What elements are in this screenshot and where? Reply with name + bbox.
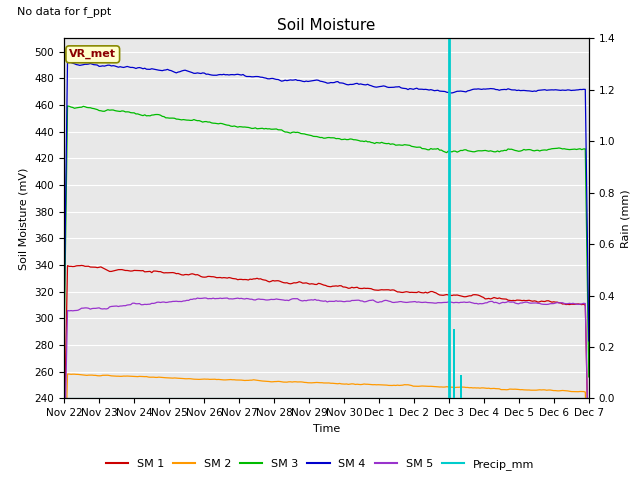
SM 2 [504,387,512,393]
Legend: SM 1, SM 2, SM 3, SM 4, SM 5, Precip_mm: SM 1, SM 2, SM 3, SM 4, SM 5, Precip_mm [101,455,539,474]
Line: SM 3: SM 3 [64,106,589,377]
SM 4 [383,84,391,90]
SM 4 [62,190,70,196]
Line: SM 1: SM 1 [64,265,589,470]
Text: No data for f_ppt: No data for f_ppt [17,6,111,17]
SM 4 [374,84,382,90]
SM 5 [200,295,208,301]
X-axis label: Time: Time [313,424,340,433]
SM 4 [63,59,71,64]
SM 2 [383,382,391,388]
SM 3 [62,225,70,231]
SM 1 [372,287,380,293]
Y-axis label: Soil Moisture (mV): Soil Moisture (mV) [19,167,29,270]
SM 3 [63,103,71,109]
Line: SM 4: SM 4 [64,61,589,341]
Y-axis label: Rain (mm): Rain (mm) [621,189,630,248]
SM 3 [372,140,380,145]
Title: Soil Moisture: Soil Moisture [277,18,376,33]
SM 1 [383,287,391,293]
SM 5 [372,299,380,305]
SM 5 [504,299,512,304]
SM 3 [60,348,68,354]
SM 1 [504,297,512,303]
SM 3 [504,146,512,152]
Text: VR_met: VR_met [69,49,116,60]
SM 5 [62,389,70,395]
SM 2 [63,371,71,377]
SM 4 [585,338,593,344]
SM 4 [372,84,380,90]
SM 5 [60,471,68,477]
SM 4 [60,321,68,327]
SM 3 [383,141,391,146]
SM 1 [538,298,545,304]
Bar [460,375,462,398]
SM 1 [62,354,70,360]
Line: SM 5: SM 5 [64,298,589,474]
Bar [453,329,455,398]
SM 2 [374,382,382,387]
SM 5 [538,301,545,307]
SM 2 [62,440,70,446]
SM 1 [77,263,85,268]
SM 4 [538,87,545,93]
SM 2 [372,382,380,388]
SM 2 [538,387,545,393]
SM 3 [538,147,545,153]
SM 5 [383,298,391,303]
SM 3 [585,374,593,380]
SM 5 [374,300,382,305]
SM 1 [374,288,382,293]
Line: SM 2: SM 2 [64,374,589,480]
SM 3 [374,140,382,145]
SM 5 [585,467,593,472]
SM 1 [60,444,68,449]
SM 4 [504,86,512,92]
SM 1 [585,468,593,473]
